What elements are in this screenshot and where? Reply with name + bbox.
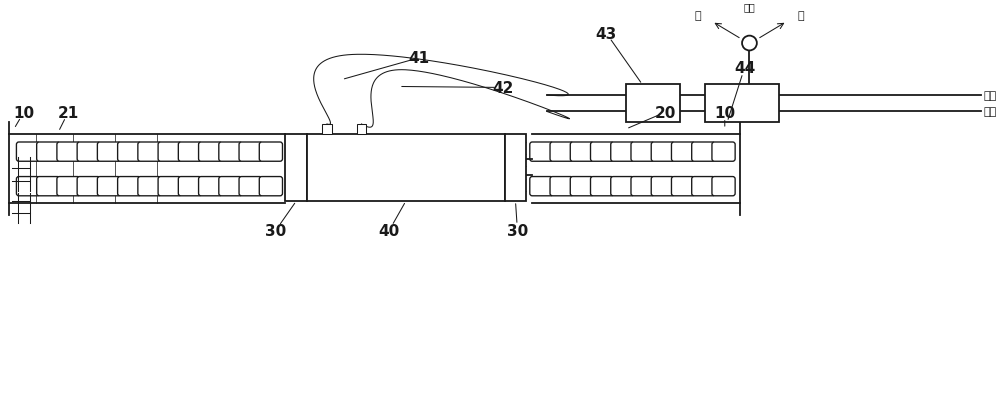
Text: 30: 30 <box>507 224 528 238</box>
FancyBboxPatch shape <box>57 177 80 196</box>
FancyBboxPatch shape <box>97 143 121 162</box>
FancyBboxPatch shape <box>77 177 100 196</box>
FancyBboxPatch shape <box>158 177 181 196</box>
Bar <box>285 135 307 202</box>
FancyBboxPatch shape <box>651 143 674 162</box>
Text: 进液: 进液 <box>983 91 997 101</box>
FancyBboxPatch shape <box>550 143 573 162</box>
FancyBboxPatch shape <box>199 143 222 162</box>
FancyBboxPatch shape <box>138 143 161 162</box>
FancyBboxPatch shape <box>530 143 553 162</box>
FancyBboxPatch shape <box>692 143 715 162</box>
FancyBboxPatch shape <box>712 177 735 196</box>
FancyBboxPatch shape <box>550 177 573 196</box>
Text: 41: 41 <box>408 51 429 66</box>
FancyBboxPatch shape <box>570 177 593 196</box>
FancyBboxPatch shape <box>611 177 634 196</box>
FancyBboxPatch shape <box>671 143 695 162</box>
FancyBboxPatch shape <box>631 143 654 162</box>
Bar <box>357 125 366 135</box>
Text: 20: 20 <box>655 106 676 120</box>
Text: 43: 43 <box>596 27 617 42</box>
FancyBboxPatch shape <box>631 177 654 196</box>
FancyBboxPatch shape <box>16 177 40 196</box>
Text: 收: 收 <box>797 11 804 21</box>
FancyBboxPatch shape <box>158 143 181 162</box>
Bar <box>505 135 526 202</box>
Text: 30: 30 <box>265 224 286 238</box>
FancyBboxPatch shape <box>16 143 40 162</box>
FancyBboxPatch shape <box>37 177 60 196</box>
FancyBboxPatch shape <box>530 177 553 196</box>
FancyBboxPatch shape <box>178 143 202 162</box>
FancyBboxPatch shape <box>570 143 593 162</box>
FancyBboxPatch shape <box>138 177 161 196</box>
Text: 回液: 回液 <box>983 107 997 117</box>
Text: 21: 21 <box>58 106 79 120</box>
FancyBboxPatch shape <box>651 177 674 196</box>
Text: 零位: 零位 <box>744 2 755 12</box>
FancyBboxPatch shape <box>118 177 141 196</box>
FancyBboxPatch shape <box>57 143 80 162</box>
FancyBboxPatch shape <box>239 143 262 162</box>
Text: 42: 42 <box>492 81 513 96</box>
FancyBboxPatch shape <box>712 143 735 162</box>
Text: 40: 40 <box>378 224 400 238</box>
FancyBboxPatch shape <box>118 143 141 162</box>
Text: 44: 44 <box>734 61 755 76</box>
Text: 10: 10 <box>13 106 34 120</box>
FancyBboxPatch shape <box>259 177 282 196</box>
FancyBboxPatch shape <box>199 177 222 196</box>
FancyBboxPatch shape <box>219 177 242 196</box>
FancyBboxPatch shape <box>178 177 202 196</box>
Bar <box>307 135 505 202</box>
FancyBboxPatch shape <box>692 177 715 196</box>
Text: 10: 10 <box>714 106 735 120</box>
FancyBboxPatch shape <box>591 177 614 196</box>
Bar <box>322 125 332 135</box>
FancyBboxPatch shape <box>77 143 100 162</box>
Bar <box>705 85 779 123</box>
FancyBboxPatch shape <box>37 143 60 162</box>
Bar <box>626 85 680 123</box>
FancyBboxPatch shape <box>611 143 634 162</box>
FancyBboxPatch shape <box>671 177 695 196</box>
Text: 伸: 伸 <box>695 11 701 21</box>
FancyBboxPatch shape <box>591 143 614 162</box>
FancyBboxPatch shape <box>219 143 242 162</box>
FancyBboxPatch shape <box>97 177 121 196</box>
FancyBboxPatch shape <box>259 143 282 162</box>
FancyBboxPatch shape <box>239 177 262 196</box>
